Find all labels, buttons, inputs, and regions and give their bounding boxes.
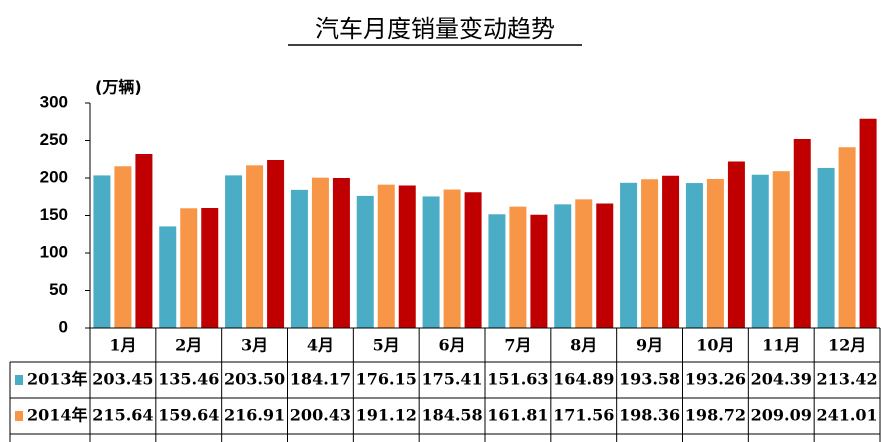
- data-label: 175.41: [421, 370, 482, 389]
- bar: [488, 214, 506, 328]
- data-label: 203.50: [224, 370, 285, 389]
- bar: [201, 208, 219, 328]
- data-label: 209.09: [751, 406, 812, 425]
- data-label: 204.39: [751, 370, 812, 389]
- x-tick-label: 1月: [109, 336, 136, 355]
- y-tick-label: 250: [40, 130, 68, 149]
- y-tick-label: 0: [59, 317, 68, 336]
- bar: [685, 183, 703, 328]
- bar: [509, 206, 527, 328]
- x-tick-label: 8月: [570, 336, 597, 355]
- x-tick-label: 9月: [636, 336, 663, 355]
- bar: [620, 182, 638, 328]
- x-tick-label: 5月: [373, 336, 400, 355]
- bar: [377, 184, 395, 328]
- bar: [751, 174, 769, 328]
- legend-swatch: [15, 375, 23, 385]
- data-label: 200.43: [290, 406, 351, 425]
- x-tick-label: 12月: [828, 336, 866, 355]
- x-tick-label: 4月: [307, 336, 334, 355]
- data-label: 213.42: [816, 370, 877, 389]
- bar: [332, 178, 350, 328]
- data-label: 176.15: [356, 370, 417, 389]
- chart-title: 汽车月度销量变动趋势: [315, 15, 555, 43]
- bar: [267, 160, 285, 328]
- data-label: 241.01: [816, 406, 877, 425]
- x-tick-label: 3月: [241, 336, 268, 355]
- data-label: 191.12: [356, 406, 417, 425]
- bar: [793, 139, 811, 328]
- y-tick-label: 50: [49, 280, 68, 299]
- data-label: 184.58: [421, 406, 482, 425]
- data-label: 164.89: [553, 370, 614, 389]
- bar: [114, 166, 132, 328]
- data-label: 198.36: [619, 406, 680, 425]
- bar: [727, 161, 745, 328]
- bar: [859, 118, 877, 328]
- bar: [225, 175, 243, 328]
- data-label: 193.26: [685, 370, 746, 389]
- data-label: 135.46: [158, 370, 219, 389]
- data-label: 216.91: [224, 406, 285, 425]
- x-tick-label: 11月: [762, 336, 800, 355]
- data-label: 161.81: [487, 406, 548, 425]
- data-label: 215.64: [92, 406, 153, 425]
- bar: [311, 177, 329, 328]
- bar: [530, 214, 548, 328]
- x-tick-label: 6月: [439, 336, 466, 355]
- x-tick-label: 2月: [175, 336, 202, 355]
- bar: [596, 203, 614, 328]
- bar: [838, 147, 856, 328]
- bar: [246, 165, 264, 328]
- data-label: 171.56: [553, 406, 614, 425]
- data-label: 184.17: [290, 370, 351, 389]
- bar: [641, 179, 659, 328]
- bar: [772, 171, 790, 328]
- x-tick-label: 7月: [504, 336, 531, 355]
- y-axis-label: (万辆): [95, 78, 142, 97]
- data-label: 151.63: [487, 370, 548, 389]
- data-label: 203.45: [92, 370, 153, 389]
- bar: [662, 175, 680, 328]
- bar: [159, 226, 177, 328]
- x-tick-label: 10月: [696, 336, 734, 355]
- bar: [356, 195, 374, 328]
- data-label: 193.58: [619, 370, 680, 389]
- bar: [93, 175, 111, 328]
- bar: [180, 208, 198, 328]
- data-label: 159.64: [158, 406, 219, 425]
- bar: [290, 189, 308, 328]
- data-label: 198.72: [685, 406, 746, 425]
- bar: [443, 189, 461, 328]
- bar: [817, 167, 835, 328]
- legend-label: 2013年: [27, 370, 88, 389]
- bar: [554, 204, 572, 328]
- bar: [422, 196, 440, 328]
- y-tick-label: 100: [40, 242, 68, 261]
- bar: [398, 185, 416, 328]
- legend-label: 2014年: [27, 406, 88, 425]
- bar: [135, 154, 153, 328]
- bar: [706, 178, 724, 328]
- bar: [575, 199, 593, 328]
- y-tick-label: 200: [40, 167, 68, 186]
- legend-swatch: [15, 411, 23, 421]
- y-tick-label: 150: [40, 205, 68, 224]
- bar: [464, 192, 482, 328]
- y-tick-label: 300: [40, 92, 68, 111]
